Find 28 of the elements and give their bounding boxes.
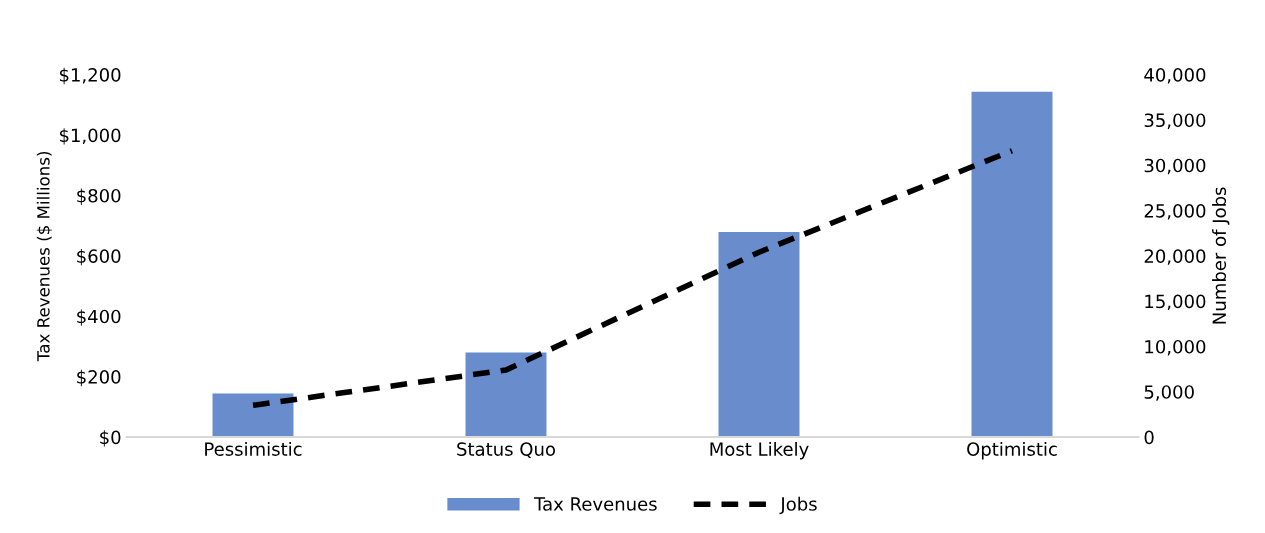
y2-axis-title: Number of Jobs — [1212, 187, 1230, 324]
bar — [465, 352, 547, 438]
y2-tick-label: 0 — [1144, 430, 1154, 445]
y2-tick-label: 25,000 — [1144, 203, 1206, 220]
legend-label: Tax Revenues — [533, 497, 657, 511]
y2-tick-label: 10,000 — [1145, 339, 1206, 356]
y-tick-label: $600 — [77, 248, 121, 266]
y2-tick-label: 5,000 — [1144, 385, 1194, 401]
y2-tick-label: 35,000 — [1144, 113, 1206, 129]
x-tick-label: Status Quo — [457, 442, 555, 458]
y-tick-label: $800 — [77, 188, 121, 205]
y2-tick-label: 15,000 — [1145, 294, 1206, 311]
bar — [212, 393, 294, 438]
y-tick-label: $400 — [77, 309, 121, 326]
y-tick-label: $0 — [100, 430, 121, 447]
bar — [718, 231, 800, 438]
bar — [971, 91, 1053, 438]
y2-tick-label: 40,000 — [1144, 68, 1206, 84]
x-tick-label: Most Likely — [710, 441, 809, 460]
y-tick-label: $200 — [77, 369, 121, 387]
y-axis-title: Tax Revenues ($ Millions) — [36, 151, 52, 362]
y-tick-label: $1,200 — [59, 67, 121, 85]
legend-label: Jobs — [779, 496, 817, 515]
y2-tick-label: 20,000 — [1144, 249, 1206, 265]
y-tick-label: $1,000 — [59, 128, 121, 145]
x-tick-label: Pessimistic — [205, 441, 302, 456]
x-tick-label: Optimistic — [967, 441, 1057, 460]
y2-tick-label: 30,000 — [1144, 158, 1206, 175]
